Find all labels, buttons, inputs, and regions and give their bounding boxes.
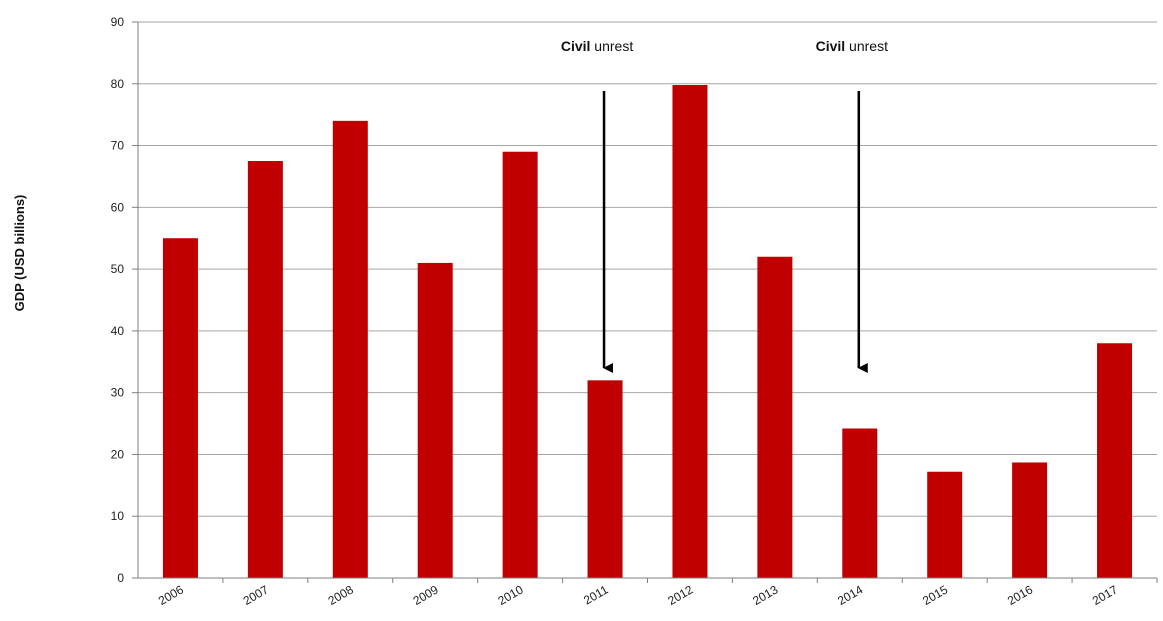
y-tick-labels: 0 10 20 30 40 50 60 70 80 90 [111,15,125,585]
x-tick-label-2007: 2007 [241,582,271,608]
bar-2014 [842,428,878,578]
y-tick-label-10: 10 [111,509,125,523]
x-tick-label-2012: 2012 [665,582,695,608]
annotation-bold-2014: Civil [816,38,846,54]
x-tick-label-2008: 2008 [326,582,356,608]
y-tick-label-80: 80 [111,77,125,91]
y-tick-label-30: 30 [111,386,125,400]
y-tick-label-50: 50 [111,262,125,276]
x-tick-label-2014: 2014 [835,582,865,608]
annotation-text-2014: Civil unrest [816,38,888,54]
x-tick-label-2006: 2006 [156,582,186,608]
x-tick-label-2017: 2017 [1090,582,1120,608]
y-axis-title: GDP (USD billions) [12,195,27,312]
bar-2013 [757,256,793,578]
axes [132,21,1158,583]
y-tick-label-40: 40 [111,324,125,338]
x-tick-labels: 2006 2007 2008 2009 2010 2011 2012 2013 2014 2015… [156,582,1120,608]
x-tick-label-2015: 2015 [920,582,950,608]
bar-2012 [672,85,708,578]
annotation-text-2011: Civil unrest [561,38,633,54]
gridlines [138,21,1157,517]
x-tick-label-2010: 2010 [495,582,525,608]
bar-2017 [1097,343,1133,578]
annotations: Civil unrest Civil unrest [561,38,888,373]
bar-2016 [1012,462,1048,578]
x-tick-label-2013: 2013 [750,582,780,608]
bar-2006 [162,238,198,578]
x-tick-label-2011: 2011 [581,582,611,607]
y-tick-label-0: 0 [117,571,124,585]
annotation-rest-2011: unrest [590,38,633,54]
bar-2010 [502,151,538,578]
bar-2015 [927,471,963,578]
x-tick-label-2016: 2016 [1005,582,1035,608]
y-tick-label-90: 90 [111,15,125,29]
bar-2007 [247,161,283,578]
bars [162,85,1133,578]
y-tick-label-60: 60 [111,200,125,214]
y-tick-label-20: 20 [111,447,125,461]
bar-2011 [587,380,623,578]
y-tick-label-70: 70 [111,139,125,153]
annotation-rest-2014: unrest [845,38,888,54]
annotation-bold-2011: Civil [561,38,591,54]
x-tick-label-2009: 2009 [411,582,441,608]
bar-2009 [417,262,453,578]
bar-2008 [332,120,368,578]
